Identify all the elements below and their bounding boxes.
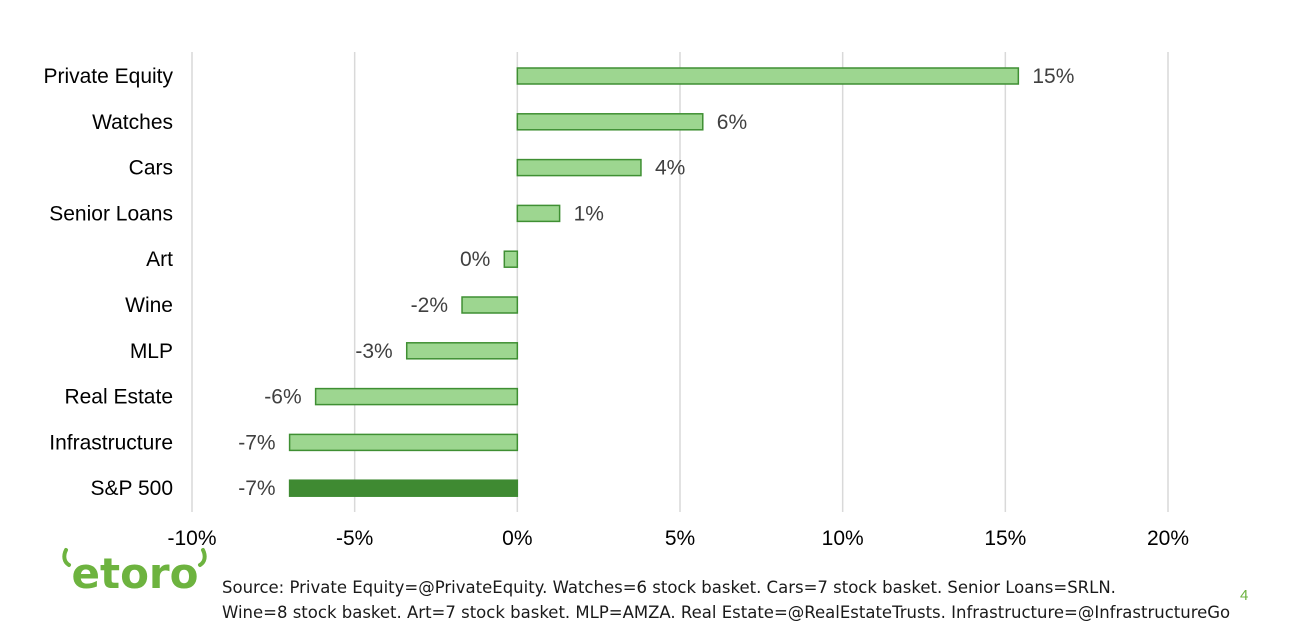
category-label: Real Estate <box>64 386 173 409</box>
x-tick-label: -10% <box>167 527 216 550</box>
category-label: Cars <box>129 157 173 180</box>
bars <box>288 67 1020 497</box>
bar <box>288 479 519 497</box>
bar <box>516 113 704 131</box>
data-label: -2% <box>411 294 448 317</box>
category-label: Senior Loans <box>49 202 173 225</box>
x-tick-label: 10% <box>822 527 864 550</box>
category-labels: Private Equity Watches Cars Senior Loans Art… <box>43 65 173 500</box>
source-line-2: Wine=8 stock basket. Art=7 stock basket.… <box>222 603 1231 622</box>
category-label: Private Equity <box>43 65 173 88</box>
page-number: 4 <box>1240 587 1249 604</box>
category-label: S&P 500 <box>90 477 173 500</box>
x-tick-label: 15% <box>984 527 1026 550</box>
category-label: MLP <box>130 340 173 363</box>
data-labels: 15% 6% 4% 1% 0% -2% -3% -6% -7% -7% <box>238 65 1074 500</box>
x-axis-tick-labels: -10% -5% 0% 5% 10% 15% 20% <box>167 527 1189 550</box>
data-label: -7% <box>238 431 275 454</box>
data-label: 4% <box>655 157 685 180</box>
x-tick-label: 0% <box>502 527 532 550</box>
x-tick-label: -5% <box>336 527 373 550</box>
category-label: Art <box>146 248 173 271</box>
data-label: 15% <box>1032 65 1074 88</box>
data-label: -6% <box>264 386 301 409</box>
bar <box>516 204 561 223</box>
source-note: Source: Private Equity=@PrivateEquity. W… <box>222 575 1231 625</box>
bar <box>516 67 1020 85</box>
x-tick-label: 20% <box>1147 527 1189 550</box>
etoro-logo: etoro <box>60 546 210 604</box>
data-label: 6% <box>717 111 747 134</box>
x-tick-label: 5% <box>665 527 695 550</box>
bar <box>314 387 519 406</box>
category-label: Wine <box>125 294 173 317</box>
data-label: -3% <box>355 340 392 363</box>
bar <box>516 158 642 177</box>
bar-chart: Private Equity Watches Cars Senior Loans Art… <box>43 52 1189 550</box>
category-label: Watches <box>92 111 173 134</box>
bar <box>405 342 519 360</box>
category-label: Infrastructure <box>49 431 173 454</box>
bar <box>288 433 519 452</box>
source-line-1: Source: Private Equity=@PrivateEquity. W… <box>222 578 1116 597</box>
svg-text:etoro: etoro <box>72 549 199 598</box>
bar <box>461 296 519 314</box>
data-label: 1% <box>574 202 604 225</box>
data-label: 0% <box>460 248 490 271</box>
bar <box>503 250 519 268</box>
data-label: -7% <box>238 477 275 500</box>
